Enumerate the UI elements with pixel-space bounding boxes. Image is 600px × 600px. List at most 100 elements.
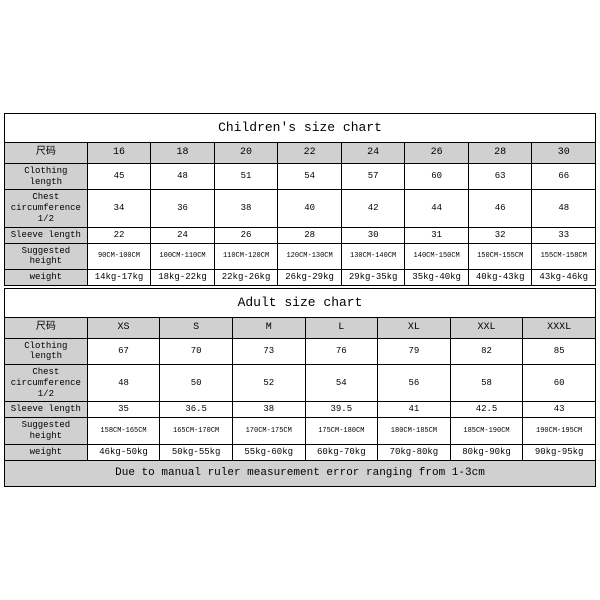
row-label: Sleeve length: [5, 227, 88, 243]
table-row: Clothing length67707376798285: [5, 338, 596, 365]
size-col: XS: [87, 317, 160, 338]
cell: 14kg-17kg: [87, 270, 151, 286]
cell: 40kg-43kg: [468, 270, 532, 286]
cell: 48: [532, 190, 596, 227]
cell: 82: [450, 338, 523, 365]
table-title: Adult size chart: [5, 288, 596, 317]
cell: 33: [532, 227, 596, 243]
cell: 41: [378, 402, 451, 418]
row-label: Clothing length: [5, 163, 88, 190]
table-title: Children's size chart: [5, 114, 596, 143]
cell: 31: [405, 227, 469, 243]
cell: 40: [278, 190, 342, 227]
adult-size-table: Adult size chart尺码XSSMLXLXXLXXXLClothing…: [4, 288, 596, 487]
size-header: 尺码: [5, 142, 88, 163]
size-header: 尺码: [5, 317, 88, 338]
cell: 155CM-158CM: [532, 243, 596, 270]
cell: 28: [278, 227, 342, 243]
cell: 54: [305, 365, 378, 402]
cell: 180CM-185CM: [378, 418, 451, 445]
size-col: 26: [405, 142, 469, 163]
size-col: S: [160, 317, 233, 338]
cell: 70kg-80kg: [378, 444, 451, 460]
cell: 80kg-90kg: [450, 444, 523, 460]
cell: 46: [468, 190, 532, 227]
cell: 60: [523, 365, 596, 402]
table-row: Chest circumference 1/248505254565860: [5, 365, 596, 402]
table-row: weight14kg-17kg18kg-22kg22kg-26kg26kg-29…: [5, 270, 596, 286]
cell: 158CM-165CM: [87, 418, 160, 445]
cell: 190CM-195CM: [523, 418, 596, 445]
cell: 38: [232, 402, 305, 418]
cell: 24: [151, 227, 215, 243]
cell: 66: [532, 163, 596, 190]
table-row: Chest circumference 1/23436384042444648: [5, 190, 596, 227]
table-row: Suggested height90CM-100CM100CM-110CM110…: [5, 243, 596, 270]
cell: 35kg-40kg: [405, 270, 469, 286]
size-col: 30: [532, 142, 596, 163]
cell: 45: [87, 163, 151, 190]
row-label: Suggested height: [5, 243, 88, 270]
cell: 73: [232, 338, 305, 365]
cell: 50: [160, 365, 233, 402]
cell: 36.5: [160, 402, 233, 418]
cell: 60: [405, 163, 469, 190]
size-col: 20: [214, 142, 278, 163]
cell: 52: [232, 365, 305, 402]
row-label: Chest circumference 1/2: [5, 365, 88, 402]
cell: 170CM-175CM: [232, 418, 305, 445]
cell: 43kg-46kg: [532, 270, 596, 286]
size-col: XXXL: [523, 317, 596, 338]
cell: 60kg-70kg: [305, 444, 378, 460]
cell: 54: [278, 163, 342, 190]
row-label: Sleeve length: [5, 402, 88, 418]
cell: 90CM-100CM: [87, 243, 151, 270]
table-row: Sleeve length2224262830313233: [5, 227, 596, 243]
cell: 22kg-26kg: [214, 270, 278, 286]
cell: 48: [87, 365, 160, 402]
cell: 120CM-130CM: [278, 243, 342, 270]
row-label: Clothing length: [5, 338, 88, 365]
table-row: weight46kg-50kg50kg-55kg55kg-60kg60kg-70…: [5, 444, 596, 460]
cell: 39.5: [305, 402, 378, 418]
cell: 140CM-150CM: [405, 243, 469, 270]
children-size-table: Children's size chart尺码1618202224262830C…: [4, 113, 596, 286]
cell: 26kg-29kg: [278, 270, 342, 286]
cell: 30: [341, 227, 405, 243]
cell: 34: [87, 190, 151, 227]
cell: 150CM-155CM: [468, 243, 532, 270]
cell: 58: [450, 365, 523, 402]
cell: 42.5: [450, 402, 523, 418]
cell: 70: [160, 338, 233, 365]
cell: 175CM-180CM: [305, 418, 378, 445]
cell: 18kg-22kg: [151, 270, 215, 286]
cell: 185CM-190CM: [450, 418, 523, 445]
size-col: 16: [87, 142, 151, 163]
cell: 79: [378, 338, 451, 365]
row-label: Suggested height: [5, 418, 88, 445]
cell: 35: [87, 402, 160, 418]
table-row: Sleeve length3536.53839.54142.543: [5, 402, 596, 418]
cell: 90kg-95kg: [523, 444, 596, 460]
size-col: 18: [151, 142, 215, 163]
cell: 32: [468, 227, 532, 243]
size-col: XXL: [450, 317, 523, 338]
table-row: Clothing length4548515457606366: [5, 163, 596, 190]
cell: 42: [341, 190, 405, 227]
size-col: XL: [378, 317, 451, 338]
cell: 48: [151, 163, 215, 190]
cell: 38: [214, 190, 278, 227]
cell: 50kg-55kg: [160, 444, 233, 460]
cell: 51: [214, 163, 278, 190]
table-row: Suggested height158CM-165CM165CM-170CM17…: [5, 418, 596, 445]
cell: 85: [523, 338, 596, 365]
row-label: Chest circumference 1/2: [5, 190, 88, 227]
cell: 55kg-60kg: [232, 444, 305, 460]
size-col: 24: [341, 142, 405, 163]
cell: 56: [378, 365, 451, 402]
cell: 36: [151, 190, 215, 227]
row-label: weight: [5, 270, 88, 286]
size-col: 28: [468, 142, 532, 163]
cell: 43: [523, 402, 596, 418]
cell: 110CM-120CM: [214, 243, 278, 270]
